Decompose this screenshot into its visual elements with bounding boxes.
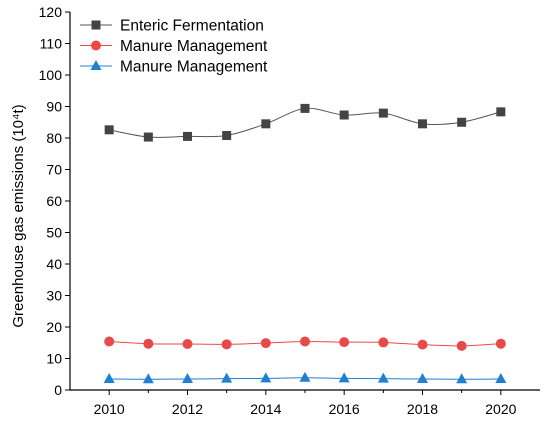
legend-label: Enteric Fermentation	[120, 18, 264, 35]
y-tick-label: 80	[46, 130, 62, 146]
data-point-s3-2014	[260, 372, 272, 383]
data-point-s2-2016	[339, 337, 350, 348]
data-point-s2-2020	[495, 338, 506, 349]
data-point-s3-2013	[221, 372, 233, 383]
data-point-s1-2013	[222, 130, 232, 140]
data-point-s2-2017	[378, 337, 389, 348]
y-tick-label: 110	[40, 36, 63, 52]
data-point-s3-2020	[495, 372, 507, 383]
data-point-s3-2019	[456, 373, 468, 384]
legend-marker	[91, 40, 101, 51]
data-point-s1-2017	[378, 108, 388, 118]
data-point-s1-2011	[143, 132, 153, 142]
data-point-s1-2010	[104, 125, 114, 135]
legend-item-2: Manure Management	[80, 38, 268, 55]
x-tick-label: 2016	[329, 401, 360, 417]
data-point-s2-2011	[143, 338, 154, 349]
data-point-s2-2015	[300, 336, 310, 347]
y-tick-label: 70	[46, 162, 62, 178]
y-tick-label: 120	[39, 4, 63, 20]
data-point-s1-2014	[261, 119, 271, 129]
x-tick-label: 2010	[94, 401, 125, 417]
legend: Enteric Fermentation Manure Management Man…	[80, 18, 268, 76]
data-point-s1-2012	[183, 131, 192, 141]
legend-marker	[91, 20, 101, 30]
y-tick-label: 100	[39, 67, 63, 83]
legend-item-3: Manure Management	[80, 59, 268, 76]
y-tick-label: 30	[46, 288, 62, 304]
data-point-s2-2013	[221, 339, 232, 350]
data-point-s3-2017	[377, 372, 389, 383]
data-point-s1-2020	[496, 107, 506, 117]
legend-item-1: Enteric Fermentation	[80, 18, 264, 35]
x-tick-label: 2012	[172, 401, 203, 417]
data-point-s3-2018	[417, 372, 428, 383]
y-tick-label: 20	[46, 319, 62, 335]
data-point-s2-2014	[260, 338, 271, 349]
data-point-s3-2015	[299, 371, 311, 382]
axes: 0 10 20 30 40 50 60 70 80 90 100 110 120 2010 2012 2014…	[39, 4, 540, 417]
data-point-s2-2018	[417, 339, 428, 350]
x-tick-label: 2020	[485, 401, 516, 417]
y-tick-label: 40	[46, 256, 62, 272]
data-point-s2-2010	[104, 336, 115, 347]
y-tick-label: 90	[46, 99, 62, 115]
data-point-s2-2019	[456, 340, 467, 351]
x-tick-label: 2018	[407, 401, 438, 417]
data-point-s3-2010	[103, 372, 115, 383]
data-point-s1-2019	[457, 117, 467, 127]
x-tick-label: 2014	[250, 401, 281, 417]
y-axis-title: Greenhouse gas emissions (10⁴t)	[10, 104, 27, 327]
data-point-s1-2015	[300, 103, 310, 113]
y-tick-label: 50	[46, 225, 62, 241]
series-markers	[103, 103, 507, 384]
y-tick-label: 0	[54, 382, 62, 398]
legend-label: Manure Management	[120, 38, 268, 55]
data-point-s2-2012	[182, 339, 193, 350]
legend-marker	[90, 60, 102, 70]
data-point-s3-2011	[142, 373, 154, 384]
data-point-s1-2016	[339, 110, 349, 120]
data-point-s1-2018	[418, 119, 427, 129]
y-tick-label: 10	[46, 351, 62, 367]
data-point-s3-2012	[182, 372, 193, 383]
data-point-s3-2016	[338, 372, 350, 383]
y-tick-label: 60	[46, 193, 62, 209]
legend-label: Manure Management	[120, 59, 268, 76]
